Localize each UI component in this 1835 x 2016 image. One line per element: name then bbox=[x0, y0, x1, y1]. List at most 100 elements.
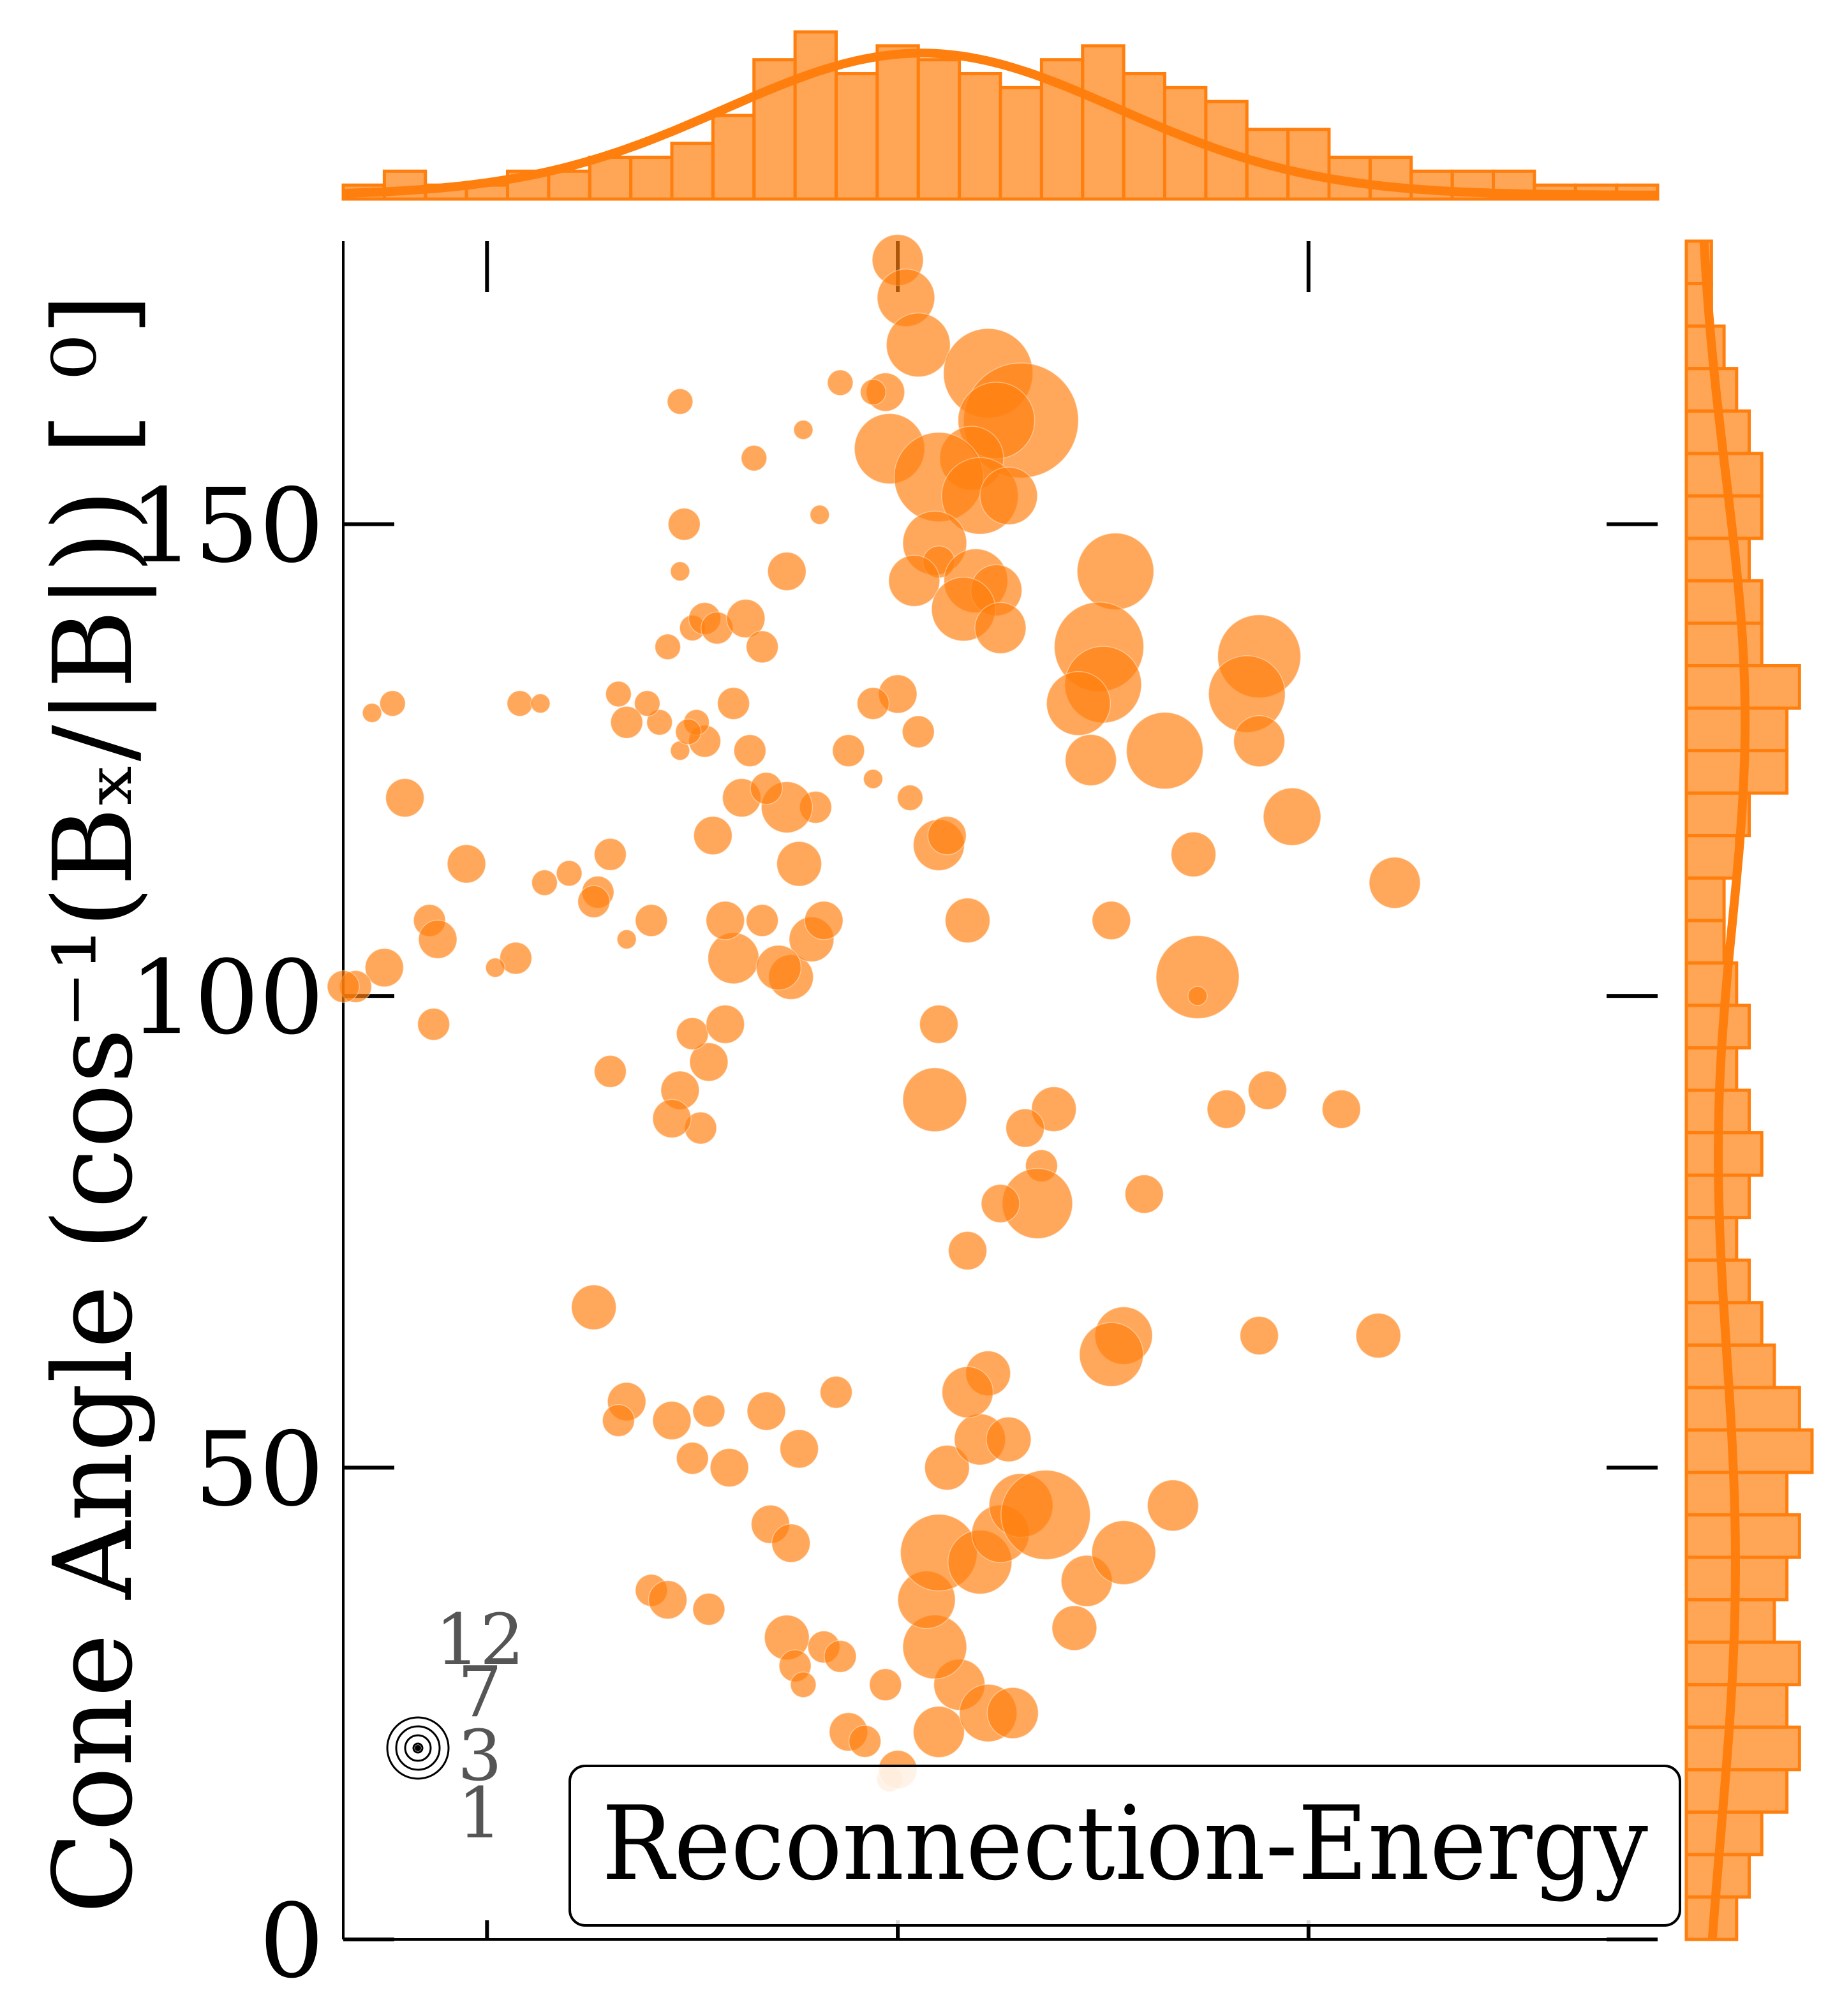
right-hist-bar bbox=[1684, 1386, 1801, 1432]
scatter-point bbox=[362, 702, 382, 723]
right-hist-bar bbox=[1684, 1683, 1789, 1729]
scatter-point bbox=[726, 598, 766, 639]
annotation-label: Reconnection-Energy bbox=[602, 1784, 1648, 1903]
scatter-point bbox=[1355, 1312, 1401, 1359]
scatter-point bbox=[577, 885, 611, 918]
scatter-point bbox=[919, 1004, 959, 1044]
y-tick-label: 50 bbox=[194, 1410, 324, 1529]
scatter-point bbox=[747, 1391, 786, 1431]
scatter-point bbox=[1155, 935, 1240, 1019]
annotation-box: Reconnection-Energy bbox=[568, 1765, 1681, 1927]
scatter-point bbox=[776, 841, 822, 887]
scatter-point bbox=[804, 901, 843, 940]
scatter-point bbox=[634, 690, 661, 717]
scatter-point bbox=[616, 929, 637, 950]
right-hist-bar bbox=[1684, 749, 1789, 795]
scatter-point bbox=[927, 815, 967, 856]
right-hist-bar bbox=[1684, 834, 1739, 880]
scatter-point bbox=[418, 919, 457, 960]
size-legend-dot bbox=[415, 1745, 421, 1751]
scatter-point bbox=[793, 420, 813, 440]
top-hist-bar bbox=[1368, 156, 1413, 201]
size-legend-circle bbox=[404, 1734, 432, 1762]
top-hist-bar bbox=[1163, 85, 1208, 201]
scatter-point bbox=[848, 1724, 882, 1758]
scatter-point bbox=[941, 1366, 994, 1418]
scatter-point bbox=[1170, 831, 1217, 878]
scatter-point bbox=[593, 1055, 627, 1088]
scatter-point bbox=[745, 630, 779, 663]
top-hist-bar bbox=[1122, 72, 1166, 201]
scatter-point bbox=[1263, 787, 1321, 846]
scatter-point bbox=[979, 466, 1038, 526]
scatter-point bbox=[676, 1017, 709, 1051]
scatter-point bbox=[832, 734, 865, 767]
size-legend-label: 1 bbox=[457, 1772, 502, 1854]
scatter-point bbox=[755, 944, 802, 991]
scatter-point bbox=[692, 1592, 725, 1626]
scatter-point bbox=[485, 957, 505, 978]
scatter-point bbox=[717, 686, 750, 720]
scatter-point bbox=[385, 778, 425, 818]
scatter-point bbox=[531, 869, 558, 896]
scatter-points bbox=[327, 233, 1421, 1793]
scatter-point bbox=[327, 970, 360, 1004]
top-hist-bar bbox=[711, 114, 756, 201]
top-hist-bar bbox=[547, 169, 591, 201]
right-hist-bar bbox=[1684, 919, 1726, 965]
scatter-point bbox=[693, 815, 733, 856]
scatter-point bbox=[705, 901, 745, 940]
scatter-point bbox=[499, 942, 533, 975]
top-hist-bar bbox=[629, 156, 674, 201]
top-hist-bar bbox=[916, 58, 962, 201]
scatter-point bbox=[1005, 1108, 1045, 1148]
scatter-point bbox=[771, 1523, 811, 1563]
scatter-point bbox=[709, 1448, 749, 1488]
right-hist-bar bbox=[1684, 494, 1764, 540]
scatter-point bbox=[364, 947, 405, 988]
scatter-point bbox=[689, 1042, 729, 1082]
scatter-point bbox=[705, 1004, 745, 1044]
scatter-point bbox=[670, 561, 690, 582]
scatter-point bbox=[593, 838, 627, 871]
right-hist-bar bbox=[1684, 1640, 1801, 1687]
scatter-point bbox=[810, 505, 830, 525]
right-hist-bar bbox=[1684, 876, 1726, 923]
scatter-point bbox=[947, 1231, 988, 1271]
scatter-point bbox=[667, 507, 701, 541]
scatter-point bbox=[692, 1395, 725, 1428]
scatter-point bbox=[827, 369, 854, 396]
scatter-point bbox=[924, 1444, 970, 1491]
scatter-point bbox=[1030, 1086, 1077, 1132]
top-marginal-histogram bbox=[341, 30, 1660, 201]
right-hist-bar bbox=[1684, 1725, 1801, 1772]
right-hist-bar bbox=[1684, 706, 1789, 753]
scatter-point bbox=[790, 1671, 817, 1698]
scatter-point bbox=[652, 1099, 692, 1139]
right-hist-bar bbox=[1684, 621, 1764, 668]
scatter-point bbox=[417, 1007, 450, 1041]
y-tick-label: 100 bbox=[130, 938, 324, 1057]
right-hist-bar bbox=[1684, 1131, 1764, 1177]
scatter-point bbox=[1126, 711, 1204, 790]
scatter-point bbox=[675, 718, 702, 745]
right-hist-bar bbox=[1684, 1513, 1801, 1559]
scatter-point bbox=[530, 693, 551, 714]
size-legend-circle bbox=[395, 1725, 441, 1771]
top-hist-bar bbox=[670, 142, 715, 201]
scatter-point bbox=[652, 1400, 692, 1441]
size-legend-circle bbox=[412, 1742, 424, 1754]
scatter-point bbox=[750, 772, 783, 805]
scatter-point bbox=[648, 1580, 688, 1620]
scatter-point bbox=[635, 904, 668, 937]
scatter-point bbox=[902, 1067, 967, 1132]
scatter-point bbox=[605, 681, 632, 708]
right-hist-bar bbox=[1684, 1046, 1739, 1092]
scatter-point bbox=[707, 932, 760, 984]
scatter-point bbox=[869, 1668, 902, 1701]
y-tick-label: 0 bbox=[259, 1881, 324, 2001]
top-hist-bar bbox=[793, 30, 838, 201]
scatter-point bbox=[888, 554, 940, 607]
